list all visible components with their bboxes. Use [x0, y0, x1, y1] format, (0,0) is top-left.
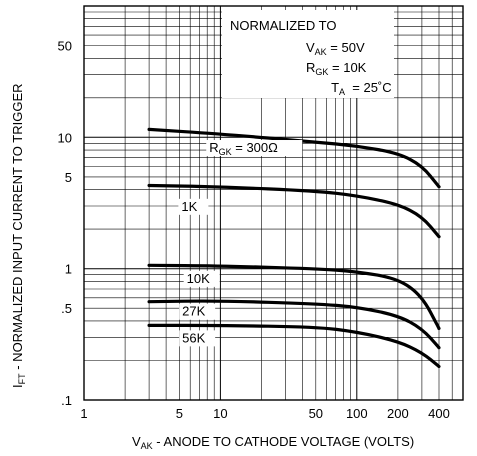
x-tick-labels: 1 5 10 50 100 200 400: [80, 406, 449, 421]
series-label-rgk-27k: 27K: [182, 304, 205, 319]
y-tick-label: .5: [61, 301, 72, 316]
series-line-rgk-27k: [147, 299, 441, 350]
series-line-rgk-1k: [147, 183, 441, 239]
x-tick-label: 50: [309, 406, 323, 421]
x-axis-label-main: V: [132, 434, 141, 449]
annotation-line-3-sub: A: [339, 87, 345, 97]
annotation-background: [222, 10, 394, 98]
x-axis-label-sub: AK: [141, 441, 153, 451]
y-axis-label-main: I: [10, 384, 25, 388]
series-line-rgk-300: [147, 127, 441, 189]
y-tick-label: 10: [58, 130, 72, 145]
series-label-rest: = 300Ω: [232, 140, 279, 155]
series-label-bg-rgk-1k: [178, 198, 209, 215]
y-tick-label: 1: [65, 262, 72, 277]
x-tick-label: 5: [176, 406, 183, 421]
annotation-line-2-main: R: [306, 60, 315, 75]
series-label-main: R: [209, 140, 218, 155]
annotation-line-3: TA = 25˚C: [306, 80, 410, 97]
curves: [147, 127, 441, 369]
x-axis-label-rest: - ANODE TO CATHODE VOLTAGE (VOLTS): [153, 434, 415, 449]
x-tick-label: 1: [80, 406, 87, 421]
annotation-line-2-rest: = 10K: [328, 60, 366, 75]
series-label-rgk-300: RGK = 300Ω: [209, 140, 278, 157]
plot-frame: [83, 5, 464, 401]
y-axis-label-rest: - NORMALIZED INPUT CURRENT TO TRIGGER: [10, 83, 25, 373]
series-label-bg-rgk-300: [206, 140, 303, 157]
x-tick-label: 10: [213, 406, 227, 421]
series-label-rgk-1k: 1K: [181, 199, 197, 214]
series-label-rgk-56k: 56K: [182, 330, 205, 345]
series-label-bg-rgk-10k: [183, 270, 220, 287]
annotation-line-1-sub: AK: [315, 47, 327, 57]
y-tick-label: 5: [65, 170, 72, 185]
y-axis-label: IFT - NORMALIZED INPUT CURRENT TO TRIGGE…: [10, 83, 27, 388]
series-label-sub: GK: [219, 147, 232, 157]
x-tick-label: 400: [428, 406, 450, 421]
annotation-heading: NORMALIZED TO: [230, 18, 336, 33]
x-tick-label: 100: [346, 406, 368, 421]
series-label-rgk-10k: 10K: [187, 271, 210, 286]
x-axis-label: VAK - ANODE TO CATHODE VOLTAGE (VOLTS): [132, 434, 414, 451]
annotation-line-1: VAK = 50V: [306, 40, 365, 57]
annotation-line-2-sub: GK: [315, 67, 328, 77]
annotation-line-2: RGK = 10K: [306, 60, 367, 77]
series-label-bg-rgk-56k: [179, 330, 216, 347]
annotation-line-3-rest: = 25˚C: [345, 80, 392, 95]
curve-labels: RGK = 300Ω 1K 10K 27K 56K: [178, 140, 303, 347]
y-tick-label: 50: [58, 39, 72, 54]
annotation-box: NORMALIZED TO VAK = 50V RGK = 10K TA = 2…: [222, 10, 410, 98]
annotation-line-1-rest: = 50V: [327, 40, 365, 55]
annotation-line-1-main: V: [306, 40, 315, 55]
annotation-line-3-main: T: [331, 80, 339, 95]
y-tick-labels: .1 .5 1 5 10 50: [58, 39, 72, 409]
y-axis-label-sub: FT: [17, 373, 27, 384]
series-label-bg-rgk-27k: [179, 303, 216, 320]
series-line-rgk-56k: [147, 323, 441, 369]
x-tick-label: 200: [387, 406, 409, 421]
y-tick-label: .1: [61, 393, 72, 408]
series-line-rgk-10k: [147, 263, 441, 331]
